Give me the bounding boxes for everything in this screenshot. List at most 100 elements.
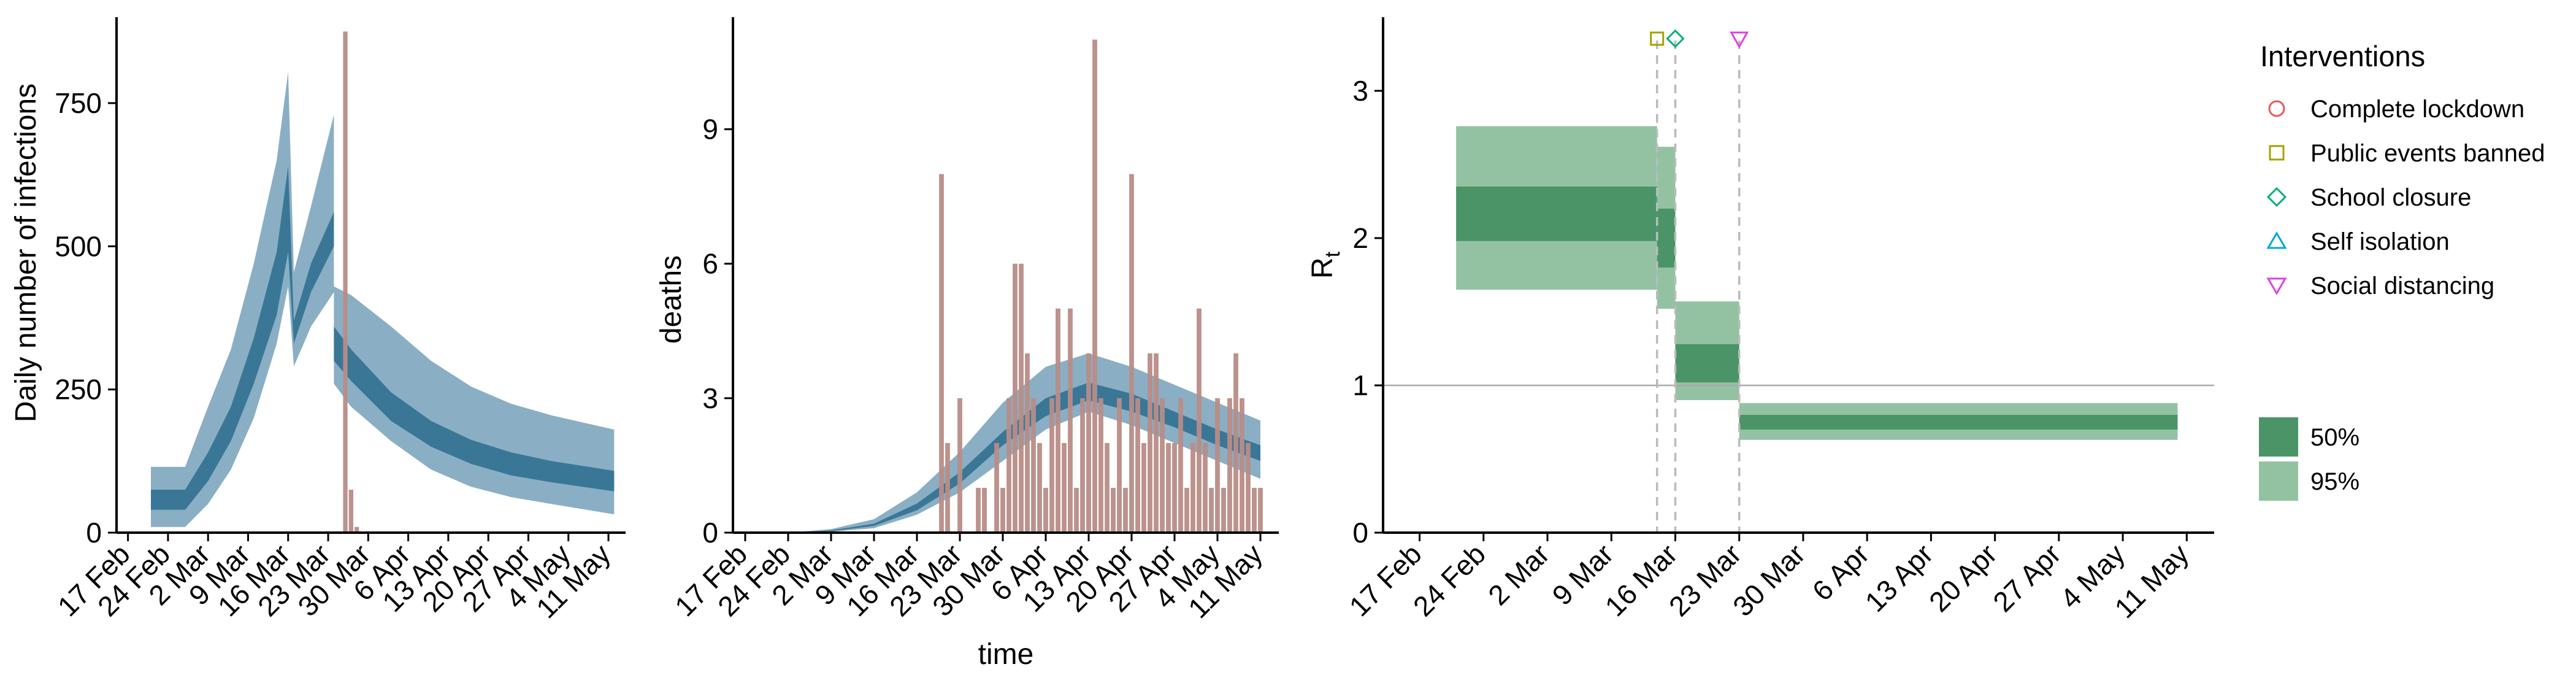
legend-item-label: School closure [2310,184,2471,211]
observed-bar [1135,398,1140,533]
legend: Interventions Complete lockdown Public ev… [2259,40,2545,501]
observed-bar [1160,398,1165,533]
legend-ci-items: 50% 95% [2259,417,2359,501]
rt-y-axis-label: Rt [1306,251,1344,279]
observed-bar [1252,487,1257,533]
observed-bar [1258,487,1263,533]
observed-bar [343,31,348,533]
observed-bar [1233,353,1238,533]
y-tick-label: 500 [55,230,102,262]
observed-bar [1215,398,1220,533]
observed-bar [1105,442,1110,533]
y-tick-label: 0 [86,517,102,549]
rt-band-50 [1739,415,2178,430]
infections-y-axis-label: Daily number of infections [10,83,42,422]
x-tick-label: 23 Mar [1663,538,1747,622]
observed-bar [1197,308,1202,533]
legend-item-label: Public events banned [2310,140,2545,167]
rt-band-50 [1675,344,1739,383]
y-tick-label: 6 [702,248,718,280]
school-closure-marker [1666,29,1685,48]
observed-bar [1037,442,1042,533]
ci-legend-label: 95% [2310,468,2359,495]
observed-bar [1172,442,1177,533]
observed-bar [1080,398,1085,533]
ci-legend-swatch [2259,417,2298,457]
observed-bar [1117,398,1122,533]
observed-bar [1049,398,1054,533]
observed-bar [1000,487,1005,533]
observed-bar [1203,442,1208,533]
x-tick-label: 30 Mar [1727,538,1811,622]
observed-bar [355,527,359,533]
observed-bar [1111,487,1116,533]
x-tick-label: 2 Mar [1482,538,1555,611]
observed-bar [1141,442,1146,533]
legend-item-label: Self isolation [2310,228,2450,255]
self-isolation-legend-icon [2266,231,2287,249]
observed-bar [1074,487,1079,533]
x-tick-label: 20 Apr [1923,538,2003,618]
school-closure-legend-icon [2266,187,2287,207]
observed-bar [1227,398,1232,533]
observed-bar [1166,442,1171,533]
observed-bar [1086,353,1091,533]
legend-title: Interventions [2260,40,2425,72]
x-tick-label: 16 Mar [1599,538,1684,622]
rt-y-axis-label-sub: t [1321,251,1344,257]
observed-bar [976,487,981,533]
legend-item-label: Complete lockdown [2310,96,2524,123]
rt-band-50 [1657,209,1676,268]
credible-band-95 [788,353,1260,533]
social-distancing-legend-icon [2266,277,2287,295]
x-tick-label: 24 Feb [1407,538,1492,622]
observed-bar [1056,308,1060,533]
ci-legend-swatch [2259,461,2298,501]
social-distancing-marker [1730,31,1749,49]
observed-bar [957,398,962,533]
deaths-y-axis-label: deaths [655,255,688,344]
x-tick-label: 17 Feb [1343,538,1428,622]
observed-bar [1240,398,1244,533]
observed-bar [1006,398,1011,533]
y-tick-label: 3 [1352,75,1368,107]
observed-bar [945,442,950,533]
y-tick-label: 2 [1352,222,1368,254]
observed-bar [939,174,944,533]
deaths-x-axis-label: time [978,638,1034,671]
x-tick-label: 13 Apr [1859,538,1939,618]
observed-bar [982,487,987,533]
legend-item-label: Social distancing [2310,272,2494,299]
observed-bar [1154,353,1159,533]
y-tick-label: 0 [1352,517,1368,549]
y-tick-label: 750 [55,87,102,119]
observed-bar [1129,174,1134,533]
observed-bar [1190,442,1195,533]
y-tick-label: 0 [702,517,718,549]
infections-panel: Daily number of infections 025050075017 … [10,17,626,624]
credible-band-95 [151,71,615,527]
rt-band-50 [1456,187,1657,241]
credible-band-50 [151,166,615,510]
ci-legend-label: 50% [2310,424,2359,451]
observed-bar [1098,398,1103,533]
observed-bar [1178,398,1183,533]
observed-bar [1068,308,1073,533]
observed-bar [1221,487,1226,533]
observed-bar [1025,353,1030,533]
y-tick-label: 1 [1352,369,1368,401]
observed-bar [1246,442,1251,533]
observed-bar [1123,487,1128,533]
observed-bar [1013,263,1018,533]
observed-bar [994,442,999,533]
observed-bar [1184,487,1189,533]
rt-y-axis-label-main: R [1306,257,1339,279]
observed-bar [348,490,353,533]
legend-items: Complete lockdown Public events banned Sch… [2266,96,2545,299]
observed-bar [1019,263,1024,533]
observed-bar [1209,487,1214,533]
observed-bar [1092,39,1097,533]
